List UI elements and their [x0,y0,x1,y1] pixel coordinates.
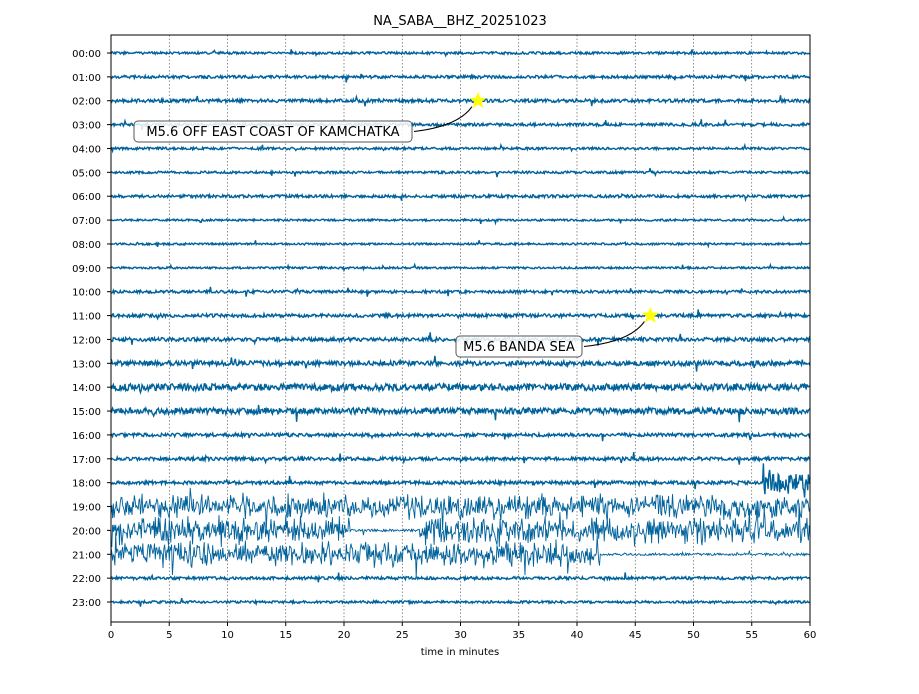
y-tick-label: 23:00 [72,598,101,609]
event-label-box [133,120,413,143]
trace-row-04:00 [110,142,811,154]
trace-row-13:00 [110,355,811,372]
y-tick-label: 00:00 [72,49,101,60]
event-star-icon [641,306,659,323]
trace-row-15:00 [110,404,811,423]
trace-row-08:00 [110,240,811,249]
x-tick-label: 55 [745,630,758,641]
trace-row-14:00 [110,381,811,395]
chart-title: NA_SABA__BHZ_20251023 [373,14,547,29]
trace-row-02:00 [110,94,811,107]
y-tick-label: 12:00 [72,335,101,346]
y-tick-label: 14:00 [72,383,101,394]
x-tick-label: 20 [338,630,351,641]
x-axis-label: time in minutes [421,647,500,658]
trace-row-06:00 [110,192,811,203]
y-tick-label: 16:00 [72,431,101,442]
x-tick-label: 5 [166,630,172,641]
event-arrow [413,106,473,133]
event-label-box [455,335,583,358]
trace-row-17:00 [110,452,811,465]
trace-row-16:00 [110,430,811,442]
trace-row-20:00 [110,502,811,548]
trace-row-21:00 [110,532,811,578]
event-star-icon [469,91,487,108]
y-tick-label: 07:00 [72,216,101,227]
y-tick-label: 01:00 [72,73,101,84]
trace-row-11:00 [110,309,811,321]
x-tick-label: 35 [512,630,525,641]
trace-row-09:00 [110,262,811,273]
y-tick-label: 22:00 [72,574,101,585]
event-label: M5.6 BANDA SEA [463,340,575,355]
x-tick-label: 25 [396,630,409,641]
trace-row-18:00 [110,463,811,498]
trace-row-23:00 [110,597,811,607]
y-tick-label: 02:00 [72,97,101,108]
y-tick-label: 20:00 [72,526,101,537]
y-tick-label: 13:00 [72,359,101,370]
x-tick-label: 10 [221,630,234,641]
trace-row-22:00 [110,572,811,583]
x-tick-label: 15 [279,630,292,641]
y-tick-label: 09:00 [72,264,101,275]
y-tick-label: 08:00 [72,240,101,251]
trace-row-07:00 [110,215,811,226]
event-label: M5.6 OFF EAST COAST OF KAMCHATKA [146,125,399,140]
x-tick-label: 40 [571,630,584,641]
y-tick-label: 11:00 [72,312,101,323]
trace-row-10:00 [110,286,811,297]
trace-row-05:00 [110,168,811,178]
y-tick-label: 05:00 [72,168,101,179]
y-tick-label: 03:00 [72,121,101,132]
event-arrow [583,321,645,348]
x-tick-label: 30 [454,630,467,641]
y-tick-label: 18:00 [72,479,101,490]
x-tick-label: 45 [629,630,642,641]
x-tick-label: 50 [687,630,700,641]
y-tick-label: 17:00 [72,455,101,466]
y-tick-label: 21:00 [72,550,101,561]
y-tick-label: 04:00 [72,144,101,155]
y-tick-label: 10:00 [72,288,101,299]
y-tick-label: 19:00 [72,503,101,514]
trace-row-19:00 [110,487,811,531]
x-tick-label: 60 [804,630,817,641]
trace-row-00:00 [110,49,811,58]
y-tick-label: 06:00 [72,192,101,203]
trace-row-01:00 [110,73,811,83]
x-tick-label: 0 [108,630,114,641]
y-tick-label: 15:00 [72,407,101,418]
